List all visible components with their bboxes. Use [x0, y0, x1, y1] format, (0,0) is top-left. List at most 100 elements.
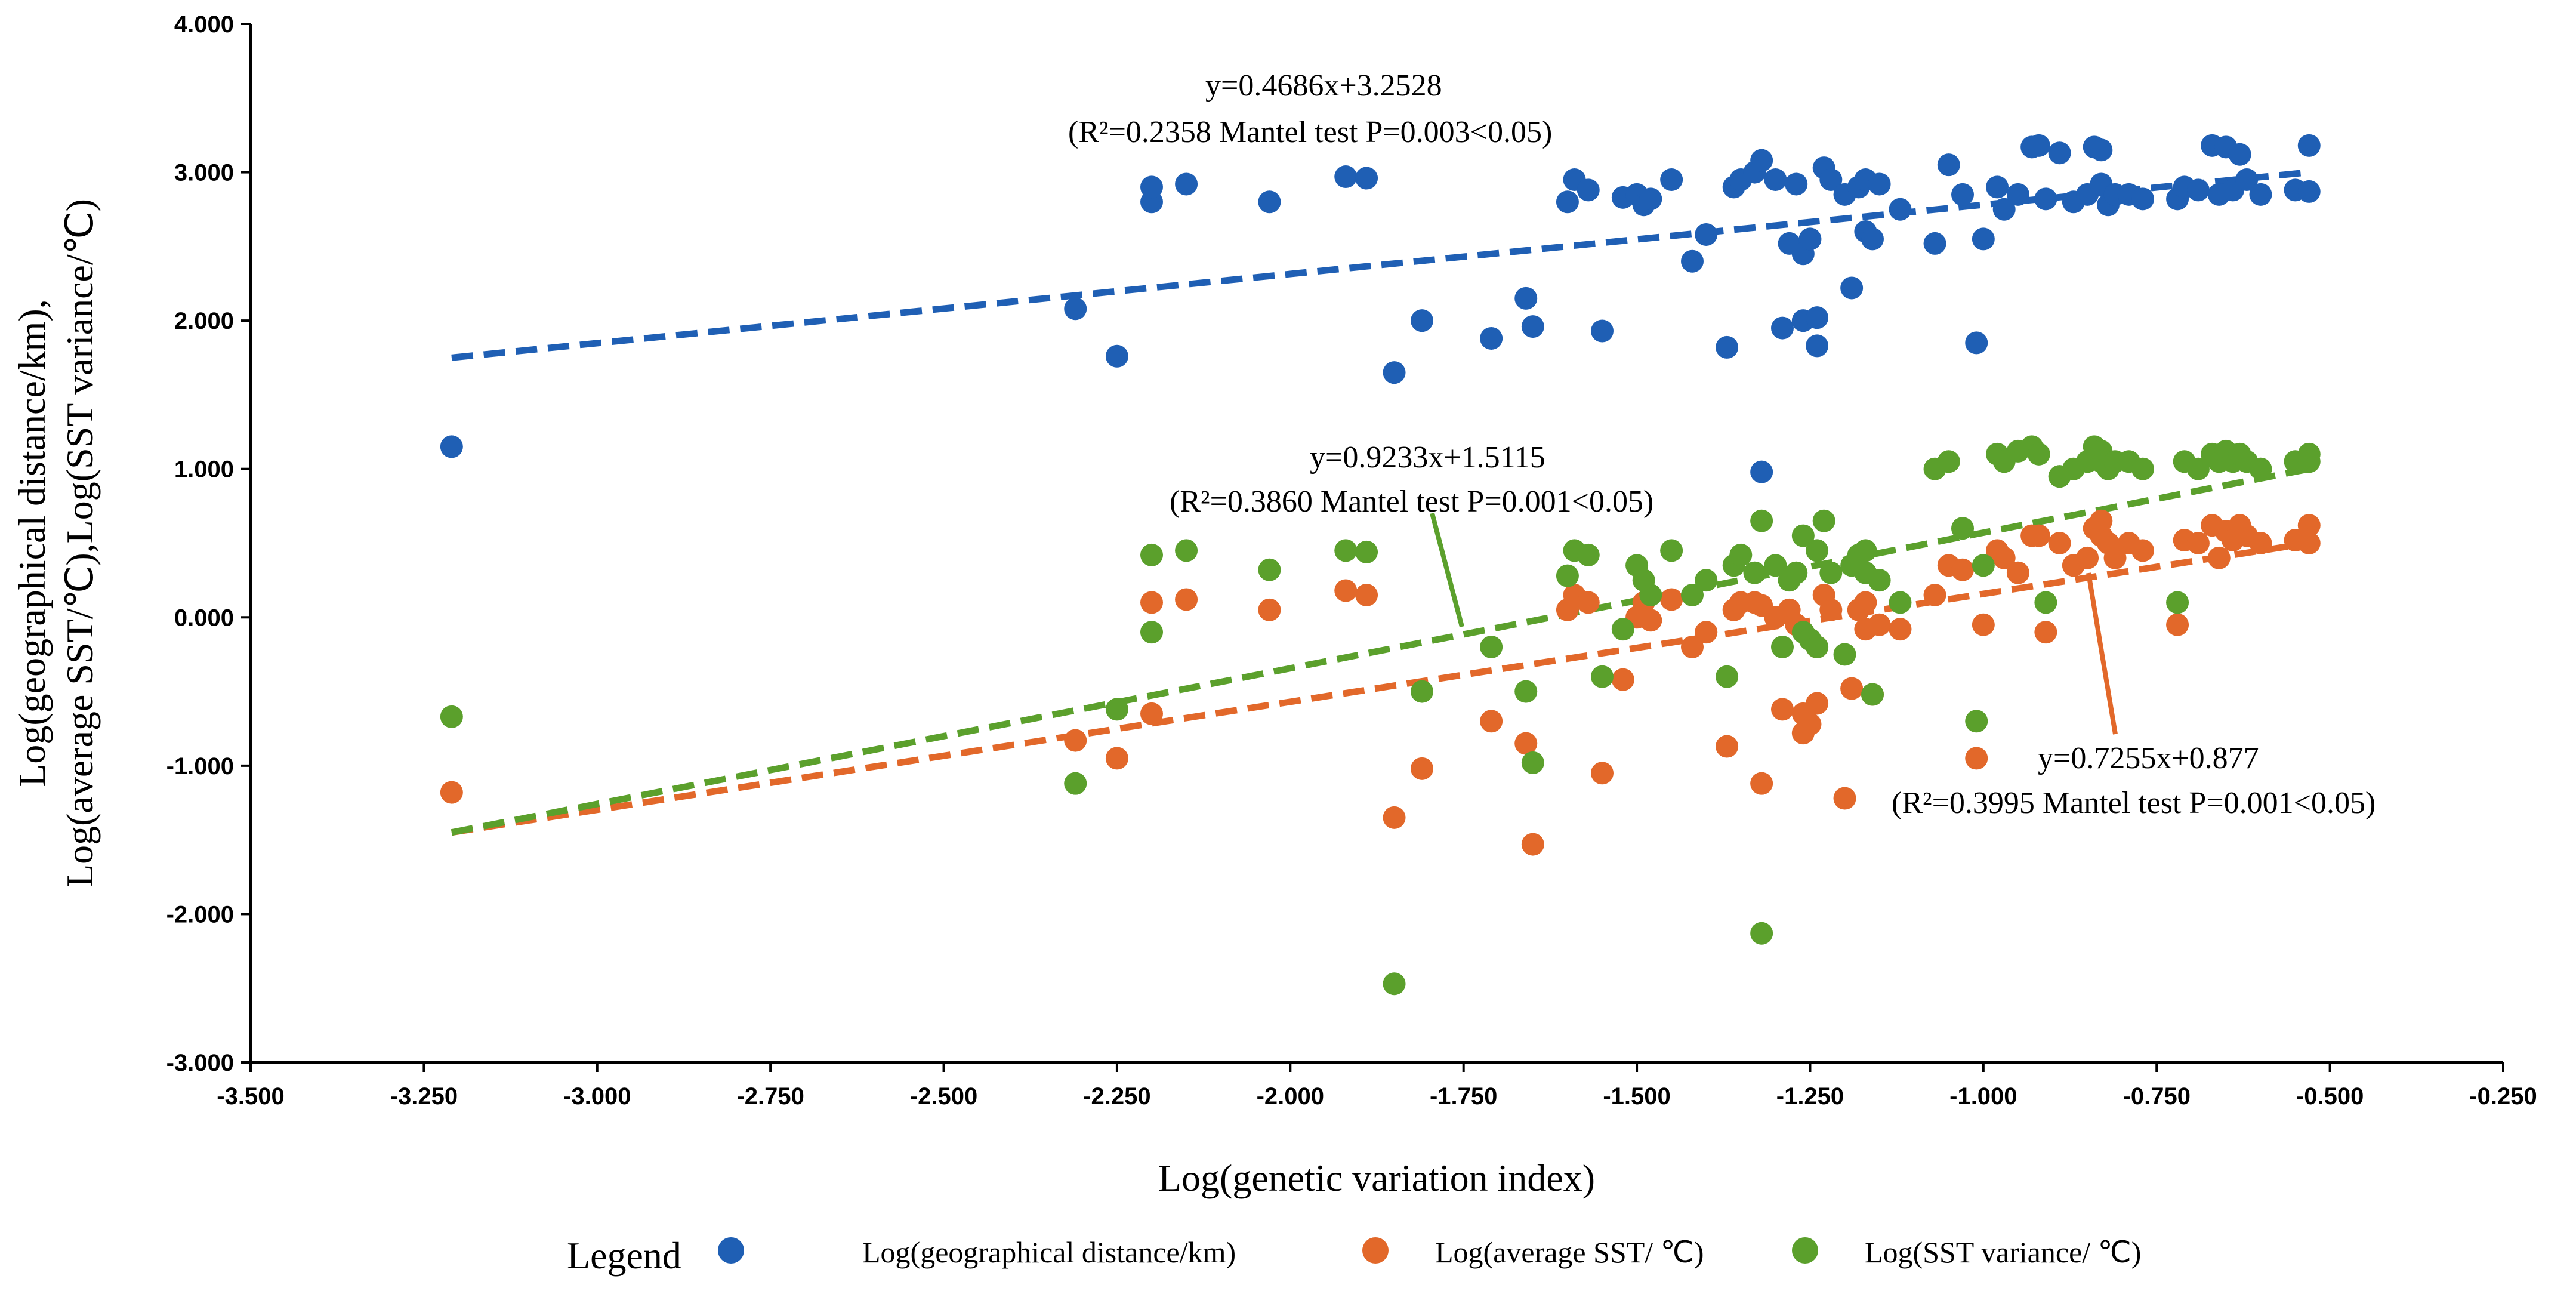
stats-geographical: (R²=0.2358 Mantel test P=0.003<0.05) — [1068, 115, 1552, 149]
data-point-average-sst — [1833, 787, 1856, 810]
data-point-geographical — [1951, 183, 1974, 206]
data-point-geographical — [1140, 175, 1163, 199]
y-tick-label: 2.000 — [174, 308, 234, 334]
data-point-sst-variance — [1937, 450, 1960, 473]
y-tick-label: 1.000 — [174, 457, 234, 483]
data-point-geographical — [1889, 198, 1912, 221]
data-point-sst-variance — [1660, 539, 1683, 562]
data-point-geographical — [1521, 315, 1544, 338]
legend-marker-geographical — [718, 1237, 744, 1264]
data-point-sst-variance — [1140, 543, 1163, 566]
legend-marker-sst-variance — [1792, 1237, 1818, 1264]
data-point-average-sst — [1064, 729, 1087, 752]
data-point-geographical — [1937, 153, 1960, 177]
points-group — [440, 134, 2321, 996]
data-point-geographical — [1764, 168, 1787, 191]
data-point-sst-variance — [1514, 680, 1538, 703]
y-axis-title-line-1: Log(geographical distance/km), — [11, 299, 53, 787]
data-point-sst-variance — [1175, 539, 1198, 562]
data-point-average-sst — [1258, 598, 1281, 621]
data-point-sst-variance — [1750, 922, 1773, 945]
data-point-average-sst — [1140, 591, 1163, 614]
data-point-average-sst — [2034, 621, 2057, 644]
data-point-geographical — [1591, 319, 1614, 343]
legend: Legend Log(geographical distance/km) Log… — [567, 1234, 2141, 1277]
data-point-average-sst — [1923, 584, 1946, 606]
legend-label-average-sst: Log(average SST/ ℃) — [1435, 1235, 1704, 1269]
data-point-sst-variance — [1064, 772, 1087, 795]
data-point-geographical — [1750, 149, 1773, 172]
data-point-geographical — [2249, 183, 2272, 206]
y-axis-title: Log(geographical distance/km), Log(avera… — [11, 199, 101, 888]
data-point-average-sst — [1868, 613, 1891, 636]
data-point-geographical — [1798, 227, 1822, 251]
legend-marker-average-sst — [1362, 1237, 1389, 1264]
data-point-sst-variance — [1591, 665, 1614, 688]
equation-geographical: y=0.4686x+3.2528 — [1205, 69, 1442, 103]
data-point-geographical — [1806, 334, 1829, 358]
data-point-geographical — [2186, 178, 2210, 202]
data-point-geographical — [1771, 316, 1794, 340]
data-point-average-sst — [2297, 514, 2321, 537]
data-point-sst-variance — [1854, 539, 1877, 562]
data-point-average-sst — [2027, 524, 2050, 547]
data-point-average-sst — [1639, 609, 1662, 632]
equation-average-sst: y=0.7255x+0.877 — [2038, 741, 2259, 775]
data-point-average-sst — [1660, 588, 1683, 611]
data-point-average-sst — [2186, 532, 2210, 554]
data-point-sst-variance — [1716, 665, 1739, 688]
data-point-average-sst — [1681, 636, 1704, 658]
legend-label-sst-variance: Log(SST variance/ ℃) — [1865, 1235, 2141, 1269]
data-point-sst-variance — [1639, 584, 1662, 606]
data-point-sst-variance — [1819, 561, 1843, 584]
x-tick-label: -0.750 — [2123, 1083, 2191, 1110]
data-point-geographical — [2235, 168, 2259, 191]
data-point-geographical — [440, 435, 463, 458]
data-point-average-sst — [1972, 613, 1995, 636]
y-tick-label: 0.000 — [174, 605, 234, 631]
data-point-average-sst — [1951, 558, 1974, 581]
data-point-sst-variance — [1833, 643, 1856, 666]
data-point-geographical — [1411, 309, 1433, 332]
data-point-average-sst — [1889, 618, 1912, 641]
data-point-average-sst — [2249, 532, 2272, 554]
data-point-average-sst — [1854, 591, 1877, 614]
data-point-average-sst — [1695, 621, 1718, 644]
data-point-average-sst — [1383, 806, 1406, 829]
data-point-geographical — [1986, 175, 2009, 199]
data-point-average-sst — [1411, 757, 1433, 780]
data-point-sst-variance — [2027, 442, 2050, 466]
data-point-average-sst — [2006, 561, 2029, 584]
pointer-line-average-sst — [2086, 572, 2118, 735]
data-point-geographical — [1695, 223, 1718, 246]
trendline-average-sst — [451, 540, 2310, 836]
data-point-geographical — [1819, 168, 1843, 191]
data-point-sst-variance — [1577, 543, 1600, 566]
x-tick-label: -2.750 — [736, 1083, 804, 1110]
data-point-geographical — [1972, 227, 1995, 251]
data-point-average-sst — [1840, 677, 1864, 700]
y-axis-title-line-2: Log(average SST/℃),Log(SST variance/℃) — [58, 199, 101, 888]
data-point-sst-variance — [1105, 698, 1128, 721]
data-point-geographical — [1806, 306, 1829, 329]
data-point-sst-variance — [1258, 558, 1281, 581]
data-point-geographical — [2006, 183, 2029, 206]
data-point-average-sst — [1591, 762, 1614, 785]
data-point-sst-variance — [1806, 539, 1829, 562]
data-point-geographical — [2297, 180, 2321, 203]
data-point-sst-variance — [1806, 636, 1829, 658]
y-tick-label: 3.000 — [174, 160, 234, 186]
y-tick-label: -1.000 — [166, 753, 234, 779]
data-point-sst-variance — [1334, 539, 1358, 562]
data-point-average-sst — [1771, 698, 1794, 721]
data-point-average-sst — [2103, 546, 2127, 569]
data-point-geographical — [2297, 134, 2321, 157]
trendline-geographical — [451, 169, 2310, 361]
legend-title: Legend — [567, 1234, 681, 1277]
x-tick-label: -1.500 — [1603, 1083, 1670, 1110]
data-point-sst-variance — [1480, 636, 1503, 658]
data-point-geographical — [1480, 326, 1503, 350]
data-point-geographical — [1965, 331, 1988, 355]
data-point-average-sst — [1514, 732, 1538, 755]
